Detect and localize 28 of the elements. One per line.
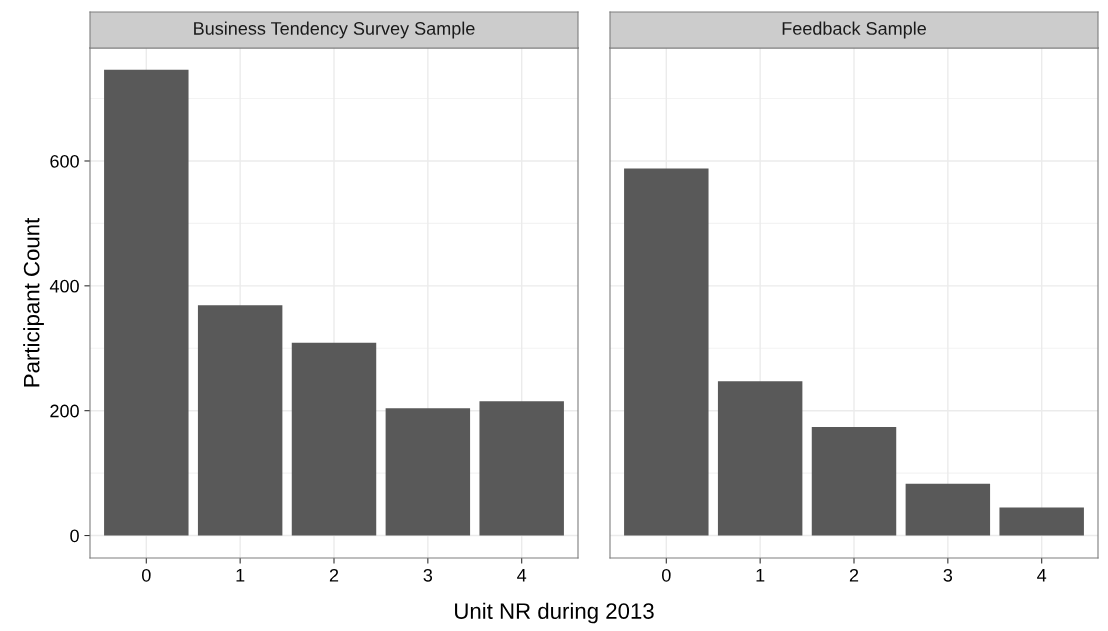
y-axis-title: Participant Count bbox=[23, 217, 44, 387]
bar bbox=[999, 507, 1084, 536]
x-tick-label: 2 bbox=[849, 568, 859, 582]
x-tick-label: 3 bbox=[943, 568, 953, 582]
bar bbox=[624, 168, 709, 536]
bar bbox=[717, 381, 803, 536]
x-tick-label: 0 bbox=[661, 568, 671, 582]
x-tick-label: 3 bbox=[423, 568, 433, 582]
bar bbox=[811, 426, 897, 536]
x-tick-label: 1 bbox=[236, 569, 245, 582]
bar bbox=[197, 305, 283, 536]
y-tick-label: 600 bbox=[50, 154, 79, 168]
y-tick-label: 200 bbox=[50, 404, 79, 418]
x-tick-label: 1 bbox=[756, 569, 765, 582]
bar bbox=[905, 483, 991, 536]
bar bbox=[479, 401, 564, 536]
y-tick-label: 0 bbox=[70, 529, 79, 543]
x-axis-title: Unit NR during 2013 bbox=[455, 602, 654, 624]
x-tick-label: 0 bbox=[141, 568, 151, 582]
bar bbox=[385, 408, 471, 536]
y-tick-label: 400 bbox=[49, 279, 79, 293]
x-tick-label: 2 bbox=[329, 568, 339, 582]
bar bbox=[291, 342, 377, 536]
chart-title: Feedback Sample bbox=[782, 21, 926, 39]
x-tick-label: 4 bbox=[517, 569, 527, 582]
x-tick-label: 4 bbox=[1037, 569, 1047, 582]
bar bbox=[104, 69, 189, 536]
chart-title: Business Tendency Survey Sample bbox=[194, 21, 475, 39]
